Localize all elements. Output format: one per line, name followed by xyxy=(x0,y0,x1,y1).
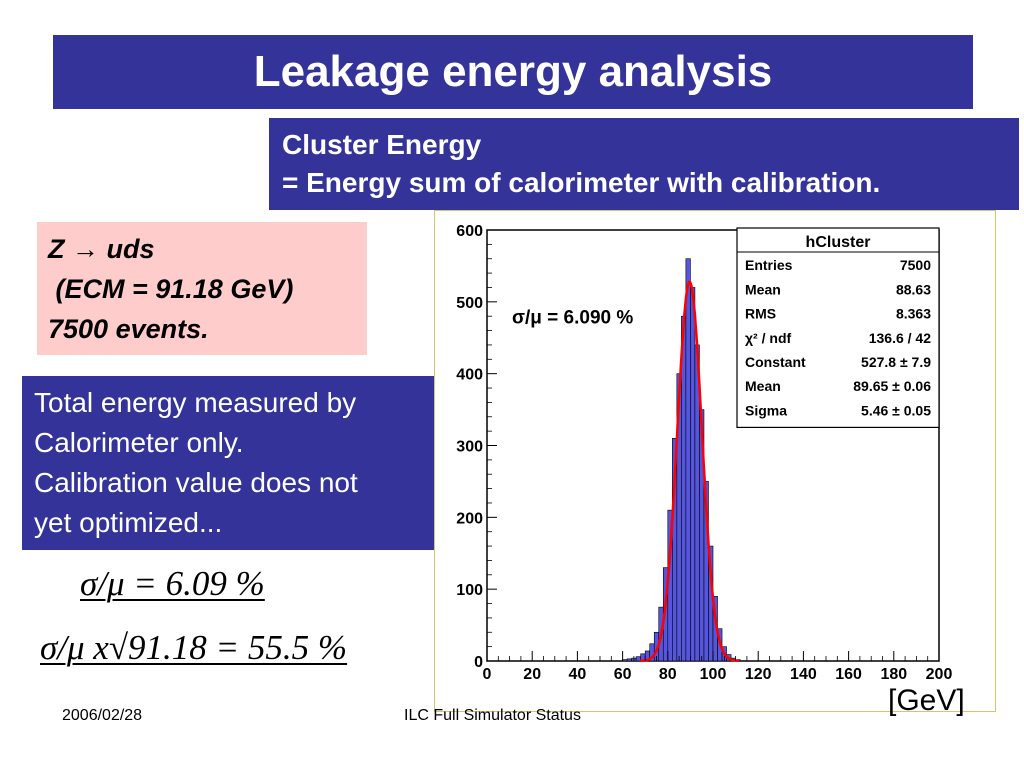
y-tick-label: 400 xyxy=(456,367,483,384)
x-tick-label: 140 xyxy=(790,666,817,683)
stats-label: RMS xyxy=(745,306,776,322)
histogram-bar xyxy=(690,287,696,662)
note-line: Total energy measured by xyxy=(34,387,357,418)
stats-label: Mean xyxy=(745,378,781,394)
y-tick-label: 300 xyxy=(456,439,483,456)
histogram-bar xyxy=(626,658,632,662)
stats-value: 88.63 xyxy=(896,281,931,297)
cluster-energy-box: Cluster Energy = Energy sum of calorimet… xyxy=(269,118,1019,210)
stats-value: 8.363 xyxy=(896,306,931,322)
note-box: Total energy measured by Calorimeter onl… xyxy=(22,376,439,550)
gaussian-fit-line xyxy=(640,280,739,663)
histogram-bar xyxy=(622,659,628,662)
sigma-over-mu-annotation: σ/μ = 6.090 % xyxy=(512,307,633,328)
x-tick-label: 40 xyxy=(569,666,587,683)
slide-title: Leakage energy analysis xyxy=(53,35,973,109)
stats-label: Constant xyxy=(745,354,806,370)
stats-box: hCluster Entries 7500 Mean 88.63 RMS 8.363 χ² /… xyxy=(736,227,940,428)
x-tick-label: 80 xyxy=(659,666,677,683)
scaled-resolution-formula: σ/μ x√91.18 = 55.5 % xyxy=(40,628,348,667)
slide-title-text: Leakage energy analysis xyxy=(253,47,773,96)
footer-date: 2006/02/28 xyxy=(62,707,143,724)
y-tick-label: 200 xyxy=(456,510,483,527)
cluster-box-line2: = Energy sum of calorimeter with calibra… xyxy=(282,167,881,198)
stats-label: Sigma xyxy=(745,402,787,418)
histogram-bar xyxy=(685,258,691,662)
resolution-formula: σ/μ = 6.09 % xyxy=(80,564,265,603)
x-tick-label: 120 xyxy=(745,666,772,683)
x-tick-label: 100 xyxy=(700,666,727,683)
y-tick-label: 0 xyxy=(474,654,483,671)
decay-line1: Z → uds xyxy=(48,234,155,264)
cluster-box-line1: Cluster Energy xyxy=(282,129,482,160)
x-tick-label: 160 xyxy=(835,666,862,683)
decay-line2: (ECM = 91.18 GeV) xyxy=(48,274,294,304)
stats-label: Entries xyxy=(745,257,793,273)
x-axis-unit-label: [GeV] xyxy=(888,684,965,717)
x-tick-label: 0 xyxy=(483,666,492,683)
y-tick-label: 500 xyxy=(456,295,483,312)
stats-value: 89.65 ± 0.06 xyxy=(853,378,931,394)
stats-value: 527.8 ± 7.9 xyxy=(861,354,931,370)
x-tick-label: 180 xyxy=(880,666,907,683)
stats-label: Mean xyxy=(745,281,781,297)
histogram-bar xyxy=(635,656,641,662)
footer-title: ILC Full Simulator Status xyxy=(404,707,581,724)
histogram-chart: 0 20 40 60 80 100 120 140 160 180 200 0 100 200 300 400… xyxy=(456,223,953,683)
decay-line3: 7500 events. xyxy=(48,314,209,344)
x-tick-label: 20 xyxy=(523,666,541,683)
y-tick-label: 600 xyxy=(456,223,483,240)
histogram-bar xyxy=(681,315,687,662)
note-line: Calorimeter only. xyxy=(34,427,244,458)
stats-box-title: hCluster xyxy=(806,234,871,251)
x-tick-label: 60 xyxy=(614,666,632,683)
stats-value: 7500 xyxy=(900,257,931,273)
y-tick-label: 100 xyxy=(456,582,483,599)
note-line: yet optimized... xyxy=(34,507,223,538)
note-line: Calibration value does not xyxy=(34,467,358,498)
decay-info-box: Z → uds (ECM = 91.18 GeV) 7500 events. xyxy=(37,222,367,355)
stats-label: χ² / ndf xyxy=(745,330,791,346)
x-tick-label: 200 xyxy=(926,666,953,683)
stats-value: 5.46 ± 0.05 xyxy=(861,402,931,418)
stats-box-frame xyxy=(736,227,940,428)
stats-value: 136.6 / 42 xyxy=(869,330,931,346)
